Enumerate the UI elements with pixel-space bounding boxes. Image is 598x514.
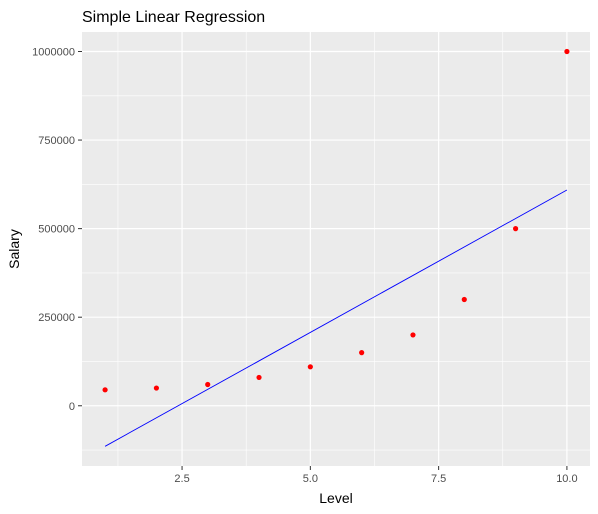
data-points [102,48,570,393]
data-point [410,332,416,338]
data-point [205,381,211,388]
regression-line-layer [104,189,568,447]
data-point [359,350,365,356]
data-point [512,226,519,232]
data-point [153,385,160,391]
data-point [102,387,108,393]
data-point [564,48,570,55]
y-tick-label: 500000 [38,224,75,236]
x-axis-ticks: 2.5 5.0 7.5 10.0 [174,466,578,485]
y-tick-label: 250000 [38,312,75,324]
y-tick-label: 750000 [38,135,75,147]
y-axis-title: Salary [6,229,22,269]
minor-gridlines [82,32,590,466]
y-tick-label: 0 [69,401,75,413]
data-point [461,296,467,303]
x-tick-label: 10.0 [556,473,577,485]
y-tick-label: 1000000 [32,46,75,58]
x-tick-label: 5.0 [303,473,318,485]
x-axis-title: Level [319,490,352,506]
x-tick-label: 7.5 [431,473,446,485]
major-gridlines [82,32,590,466]
data-point [307,364,313,370]
chart-title: Simple Linear Regression [82,9,265,26]
regression-line [104,189,568,447]
y-axis-ticks: 0 250000 500000 750000 1000000 [32,46,82,413]
plot-panel [82,32,590,466]
x-tick-label: 2.5 [174,473,189,485]
data-point [256,374,262,381]
